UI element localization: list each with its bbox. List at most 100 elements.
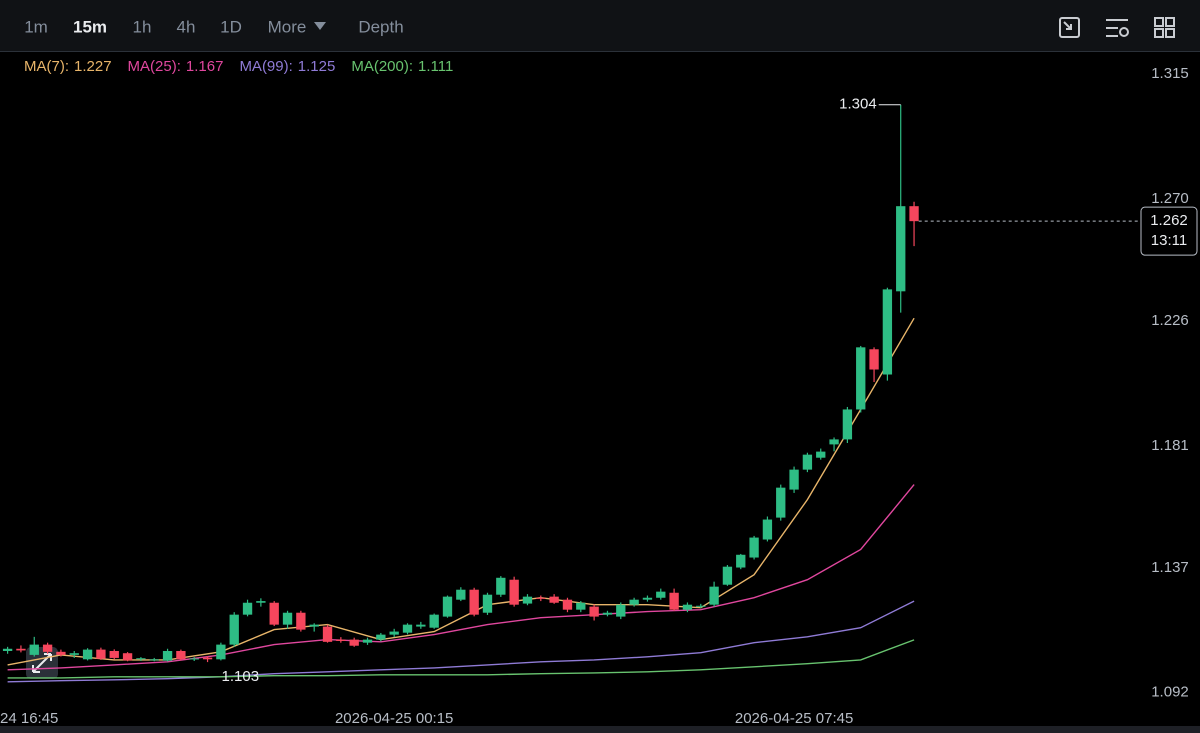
ma-line xyxy=(7,600,915,683)
interval-tab[interactable]: More xyxy=(268,17,307,36)
candle-body xyxy=(509,579,519,605)
candle-body xyxy=(816,451,826,458)
icon-expand-arrow xyxy=(1063,21,1072,30)
candle-body xyxy=(522,596,533,604)
candle-body xyxy=(282,612,293,625)
legend-value: 1.227 xyxy=(74,58,112,75)
candle-body xyxy=(802,454,813,470)
candle-body xyxy=(322,626,333,642)
candle-body xyxy=(749,537,759,558)
icon-grid-3 xyxy=(1154,28,1164,38)
candle-body xyxy=(216,644,226,660)
candle-body xyxy=(29,644,39,655)
candle-body xyxy=(136,658,146,660)
candle-body xyxy=(429,614,439,628)
candle-body xyxy=(562,599,573,610)
icon-grid-2 xyxy=(1165,17,1175,27)
candle-body xyxy=(696,605,706,607)
candle-body xyxy=(82,649,93,660)
candle-body xyxy=(789,469,799,490)
candle-body xyxy=(576,602,586,610)
candle-body xyxy=(189,658,199,660)
last-price-label: 1.262 xyxy=(1150,212,1188,229)
candle-body xyxy=(842,409,853,440)
candle-body xyxy=(56,651,66,655)
interval-tab[interactable]: Depth xyxy=(358,17,403,36)
interval-tab[interactable]: 4h xyxy=(177,17,196,36)
toolbar xyxy=(0,0,1200,51)
y-tick-label: 1.270 xyxy=(1151,190,1189,207)
candle-body xyxy=(456,589,466,600)
candle-body xyxy=(2,648,13,651)
candle-body xyxy=(389,631,399,635)
low-label: 1.103 xyxy=(222,668,260,685)
candle-body xyxy=(469,589,479,615)
interval-tab[interactable]: 1D xyxy=(220,17,242,36)
candle-body xyxy=(909,206,919,222)
candle-body xyxy=(536,597,546,599)
candle-body xyxy=(336,639,346,642)
legend-name: MA(7): xyxy=(24,58,69,75)
x-tick-label: 24 16:45 xyxy=(0,710,58,727)
icon-settings[interactable] xyxy=(1106,19,1128,37)
candle-body xyxy=(762,519,773,540)
legend-name: MA(99): xyxy=(239,58,292,75)
candle-body xyxy=(722,566,733,585)
ma-line xyxy=(7,639,915,679)
candle-body xyxy=(402,624,413,633)
candle-body xyxy=(642,597,653,600)
candle-body xyxy=(736,554,746,568)
candle-body xyxy=(589,606,599,617)
candle-body xyxy=(149,659,159,661)
icon-grid-1[interactable] xyxy=(1154,17,1164,27)
candle-body xyxy=(202,657,213,660)
candle-body xyxy=(296,612,306,630)
candle-body xyxy=(656,591,666,598)
y-tick-label: 1.137 xyxy=(1151,559,1189,576)
candle-body xyxy=(242,602,253,615)
bottom-strip xyxy=(0,726,1200,733)
y-tick-label: 1.226 xyxy=(1151,312,1189,329)
interval-tab[interactable]: 1h xyxy=(133,17,152,36)
candle-body xyxy=(629,599,639,605)
icon-settings-dot xyxy=(1119,27,1129,37)
y-tick-label: 1.315 xyxy=(1151,65,1189,82)
plot-area xyxy=(2,104,919,683)
candle-body xyxy=(669,592,679,610)
icon-expand[interactable] xyxy=(1059,17,1080,38)
candle-body xyxy=(229,614,239,645)
legend-name: MA(200): xyxy=(351,58,413,75)
y-tick-label: 1.181 xyxy=(1151,437,1189,454)
icon-grid-4 xyxy=(1165,28,1175,38)
candle-body xyxy=(602,612,613,615)
toolbar-icons xyxy=(1059,17,1175,38)
candle-body xyxy=(256,601,266,603)
x-tick-label: 2026-04-25 00:15 xyxy=(335,710,453,727)
candle-body xyxy=(882,289,893,375)
candle-body xyxy=(616,604,626,617)
candle-body xyxy=(122,653,133,661)
legend-name: MA(25): xyxy=(128,58,181,75)
countdown-label: 13:11 xyxy=(1151,232,1187,249)
candle-body xyxy=(162,650,173,661)
legend-value: 1.167 xyxy=(186,58,224,75)
candle-body xyxy=(96,649,106,659)
candle-body xyxy=(496,577,506,595)
candle-body xyxy=(869,349,879,370)
x-tick-label: 2026-04-25 07:45 xyxy=(735,710,853,727)
candle-body xyxy=(376,634,386,640)
candle-body xyxy=(776,487,786,518)
candle-body xyxy=(362,639,373,643)
dropdown-arrow[interactable] xyxy=(314,22,326,30)
interval-tab[interactable]: 1m xyxy=(24,17,48,36)
candle-body xyxy=(69,653,79,655)
last-price-box xyxy=(1140,206,1198,256)
candle-body xyxy=(829,439,839,445)
interval-tab[interactable]: 15m xyxy=(73,17,107,36)
high-label: 1.304 xyxy=(839,96,877,113)
candle-body xyxy=(442,596,453,617)
candle-body xyxy=(482,594,493,613)
candle-body xyxy=(856,347,866,410)
